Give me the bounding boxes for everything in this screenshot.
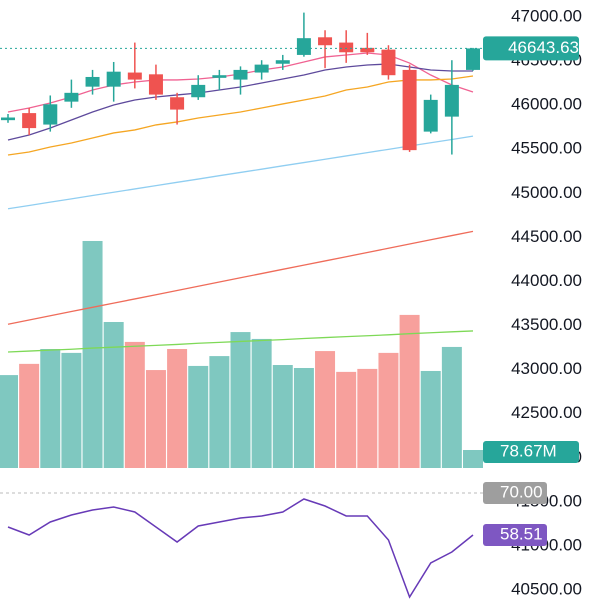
moving-average-line <box>7 230 474 325</box>
volume-bar <box>61 352 82 468</box>
candle-body <box>233 69 248 80</box>
candle-body <box>360 47 375 53</box>
volume-label-box <box>483 440 579 463</box>
volume-bar <box>82 240 103 468</box>
candle-body <box>1 117 15 121</box>
candle-body <box>275 60 290 64</box>
y-tick-label: 40500.00 <box>511 580 582 599</box>
moving-average-line <box>7 75 474 156</box>
rsi-value-label: 58.51 <box>500 524 543 543</box>
volume-bar <box>19 363 40 468</box>
volume-bar <box>399 314 420 468</box>
volume-label: 78.67M <box>500 441 557 460</box>
candle-body <box>402 69 417 151</box>
y-tick-label: 42500.00 <box>511 403 582 422</box>
volume-bar <box>272 365 293 468</box>
volume-bar <box>420 370 441 468</box>
volume-bar <box>230 332 251 468</box>
rsi-value-box <box>483 524 547 546</box>
volume-bar <box>167 349 188 468</box>
volume-bar <box>441 346 462 468</box>
volume-bar <box>378 352 399 468</box>
candle-body <box>254 64 269 73</box>
candle-body <box>127 72 142 80</box>
y-tick-label: 44500.00 <box>511 227 582 246</box>
volume-bar <box>463 449 483 468</box>
y-tick-label: 44000.00 <box>511 271 582 290</box>
candle-body <box>191 84 206 98</box>
volume-bar <box>251 338 272 468</box>
volume-bar <box>0 375 18 468</box>
candle-body <box>43 104 58 125</box>
volume-bar <box>357 368 378 468</box>
volume-bar <box>103 321 124 468</box>
candle-body <box>339 42 354 53</box>
candle-body <box>212 75 227 78</box>
y-tick-label: 43500.00 <box>511 315 582 334</box>
volume-bar <box>315 351 336 468</box>
volume-bar <box>336 371 357 468</box>
candle-body <box>85 76 100 87</box>
candle-body <box>296 38 311 55</box>
y-tick-label: 46000.00 <box>511 95 582 114</box>
rsi-level-box <box>483 481 547 504</box>
rsi-level-label: 70.00 <box>500 482 543 501</box>
volume-bar <box>209 356 230 468</box>
candle-body <box>106 71 121 87</box>
y-tick-label: 47000.00 <box>511 6 582 25</box>
candle-body <box>148 74 163 95</box>
volume-bar <box>40 349 61 468</box>
volume-bar <box>145 370 166 468</box>
candle-body <box>318 37 333 46</box>
last-price-label: 46643.63 <box>508 38 579 57</box>
volume-ma-line <box>7 330 474 353</box>
candle-body <box>64 92 79 102</box>
volume-bar <box>188 365 209 468</box>
candle-body <box>381 49 396 76</box>
candle-body <box>466 48 480 70</box>
rsi-line <box>7 498 474 599</box>
candle-body <box>444 84 459 117</box>
volume-bar <box>124 341 145 468</box>
moving-average-line <box>7 135 474 210</box>
candle-body <box>22 113 37 129</box>
last-price-box <box>483 36 579 61</box>
y-tick-label: 45000.00 <box>511 183 582 202</box>
candle-body <box>170 97 185 110</box>
volume-bar <box>293 367 314 468</box>
candle-body <box>423 99 438 132</box>
y-tick-label: 45500.00 <box>511 139 582 158</box>
y-tick-label: 43000.00 <box>511 359 582 378</box>
